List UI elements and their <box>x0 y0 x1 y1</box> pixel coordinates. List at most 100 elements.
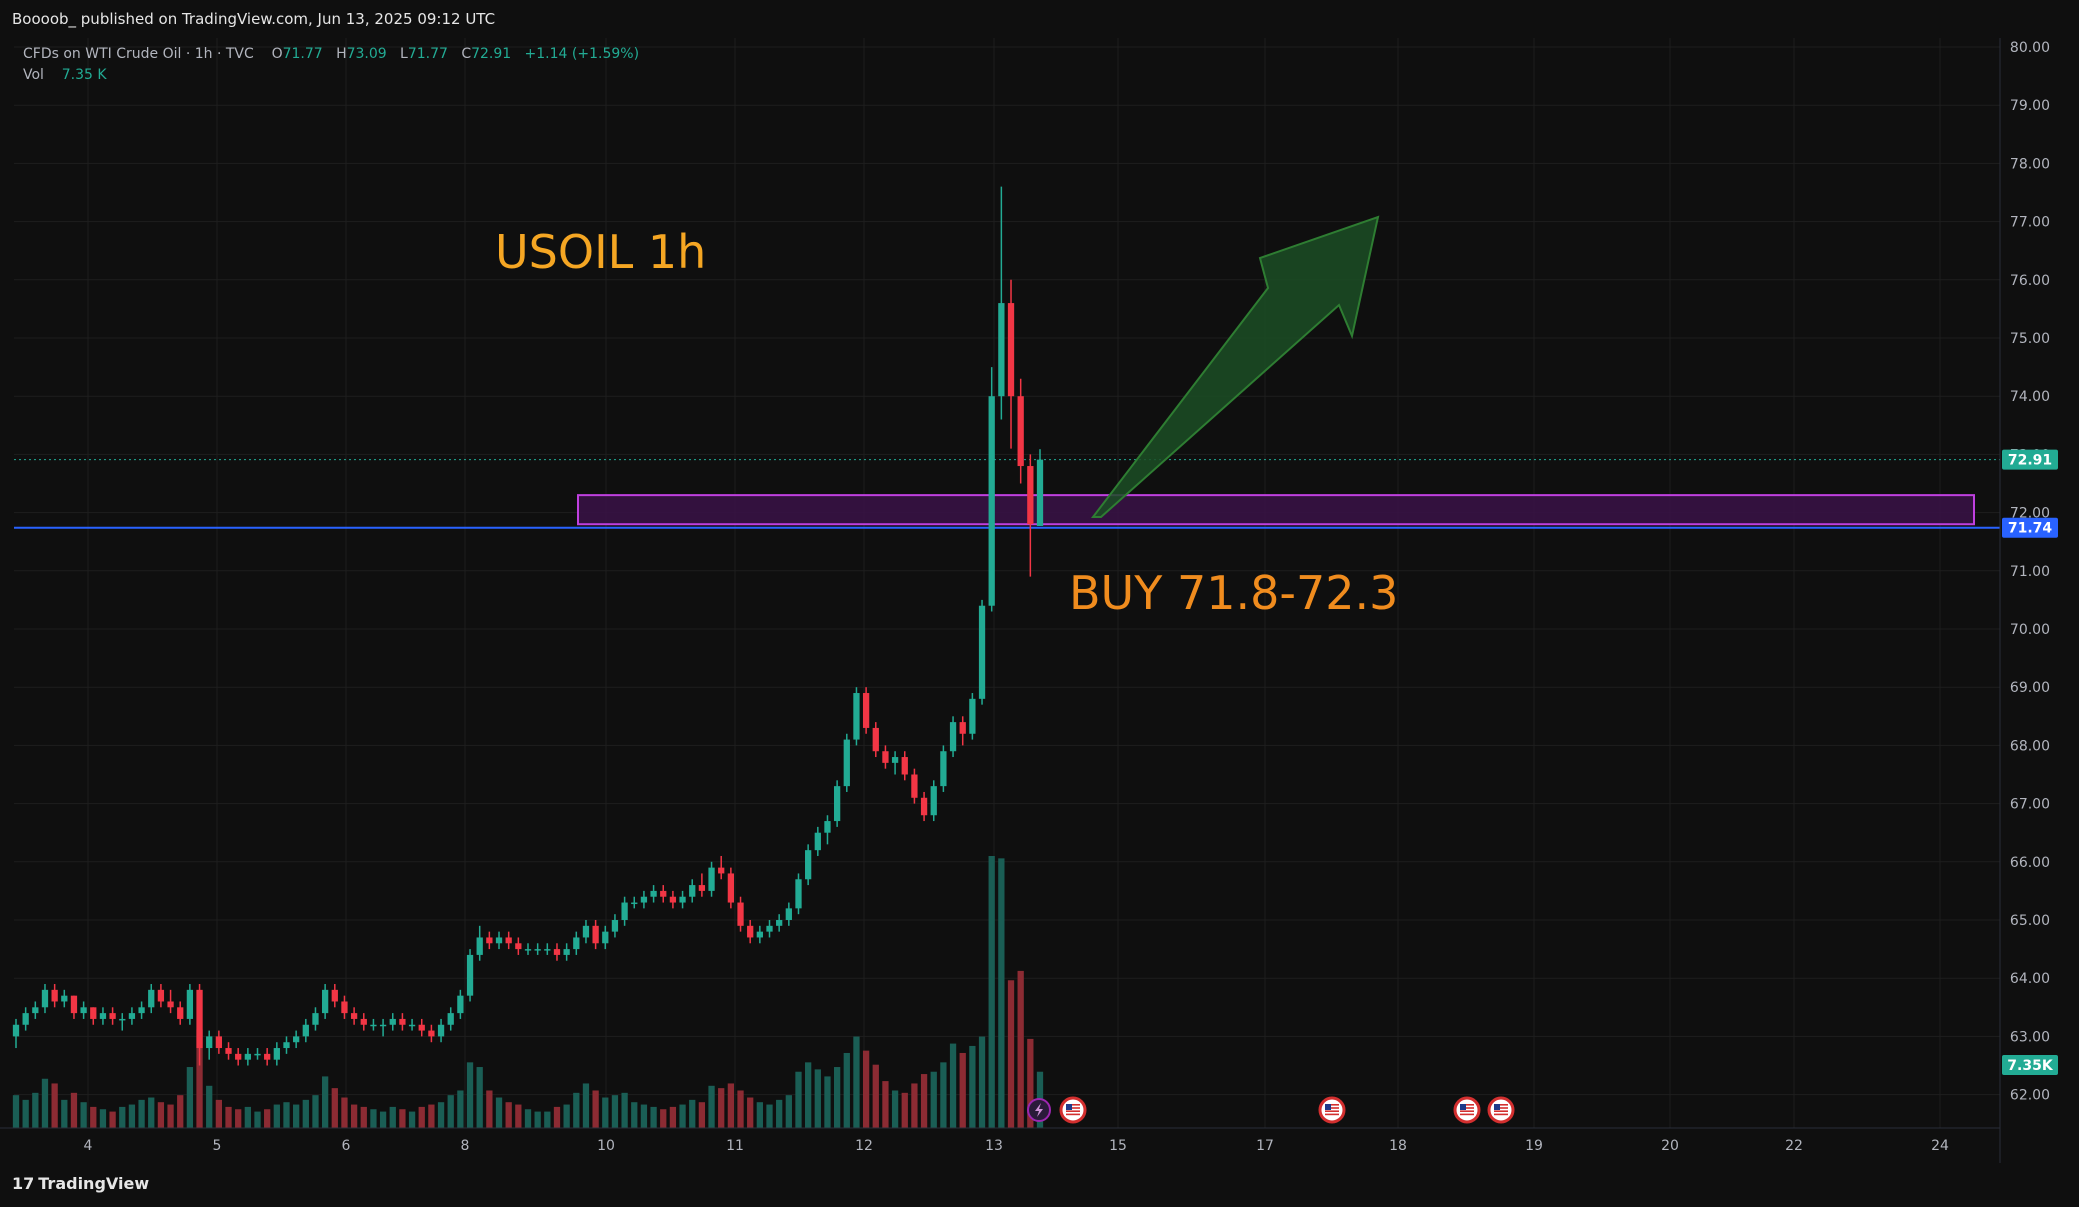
volume-bar <box>582 1083 590 1128</box>
candle-body <box>360 1018 367 1025</box>
price-tick-label: 67.00 <box>2010 797 2050 813</box>
time-tick-label: 15 <box>1109 1138 1127 1154</box>
candle-body <box>1017 396 1024 467</box>
candle-body <box>718 867 725 874</box>
us-flag-icon[interactable] <box>1318 1096 1346 1124</box>
tradingview-logo-icon: 17 <box>12 1174 35 1193</box>
price-tick-label: 69.00 <box>2010 680 2050 696</box>
buy-annotation: BUY 71.8-72.3 <box>1069 566 1398 620</box>
volume-bar <box>805 1062 812 1128</box>
volume-bars <box>12 856 1044 1128</box>
candle-body <box>157 989 165 1002</box>
candle-body <box>370 1024 377 1027</box>
candle-body <box>708 867 715 891</box>
price-tick-label: 78.00 <box>2010 156 2050 172</box>
us-flag-icon[interactable] <box>1487 1096 1515 1124</box>
symbol-label[interactable]: CFDs on WTI Crude Oil · 1h · TVC <box>23 46 254 62</box>
volume-bar <box>843 1052 850 1128</box>
candles <box>12 186 1044 1066</box>
candle-body <box>51 989 58 1002</box>
up-arrow-drawing[interactable] <box>1090 215 1380 518</box>
time-tick-label: 12 <box>855 1138 873 1154</box>
legend: CFDs on WTI Crude Oil · 1h · TVC O71.77 … <box>23 44 639 86</box>
tradingview-logo[interactable]: 17 TradingView <box>12 1174 149 1193</box>
candle-body <box>747 925 754 938</box>
us-flag-icon-stripe <box>1325 1107 1339 1109</box>
high-value: 73.09 <box>346 46 387 62</box>
candle-body <box>408 1024 416 1027</box>
volume-bar <box>418 1106 425 1128</box>
candle-body <box>379 1024 387 1027</box>
candle-body <box>331 989 338 1002</box>
volume-badge: 7.35K <box>2007 1058 2054 1074</box>
candle-body <box>544 949 551 951</box>
volume-bar <box>379 1111 387 1128</box>
volume-bar <box>186 1067 194 1128</box>
candle-body <box>901 757 908 775</box>
volume-bar <box>235 1109 242 1128</box>
candle-body <box>669 896 677 903</box>
volume-bar <box>148 1097 155 1128</box>
candle-body <box>32 1007 39 1014</box>
candle-body <box>12 1024 20 1037</box>
volume-bar <box>920 1074 928 1128</box>
line-price-badge: 71.74 <box>2008 521 2053 537</box>
price-tick-label: 80.00 <box>2010 40 2050 56</box>
volume-bar <box>399 1109 406 1128</box>
us-flag-icon[interactable] <box>1453 1096 1481 1124</box>
candle-body <box>389 1018 396 1025</box>
candle-body <box>505 937 512 944</box>
chart-title: USOIL 1h <box>495 225 706 279</box>
volume-bar <box>853 1036 860 1128</box>
candle-body <box>592 925 599 944</box>
volume-bar <box>833 1067 841 1128</box>
volume-bar <box>515 1104 522 1128</box>
buy-zone[interactable] <box>577 494 1975 526</box>
lightning-icon[interactable] <box>1027 1098 1051 1122</box>
volume-bar <box>611 1095 619 1128</box>
volume-bar <box>998 858 1005 1128</box>
us-flag-icon-stripe <box>1460 1113 1474 1116</box>
volume-bar <box>321 1076 329 1128</box>
candle-body <box>283 1042 290 1049</box>
us-flag-icon[interactable] <box>1059 1096 1087 1124</box>
us-flag-icon-canton <box>1460 1104 1466 1110</box>
volume-bar <box>476 1067 483 1128</box>
last-price-badge-bg <box>2002 449 2058 470</box>
candle-body <box>776 920 783 926</box>
price-tick-label: 77.00 <box>2010 215 2050 231</box>
time-axis[interactable]: 4 5 6 8 10 11 12 13 15 17 18 19 20 22 24 <box>0 1127 2000 1154</box>
volume-bar <box>689 1099 696 1128</box>
us-flag-icon-canton <box>1494 1104 1500 1110</box>
price-tick-label: 66.00 <box>2010 855 2050 871</box>
candle-body <box>244 1053 251 1060</box>
price-chart[interactable]: USOIL 1h BUY 71.8-72.3 80.00 79.00 78.00 77… <box>0 0 2079 1163</box>
price-tick-label: 76.00 <box>2010 273 2050 289</box>
volume-bar <box>119 1106 126 1128</box>
volume-label[interactable]: Vol <box>23 67 44 83</box>
candle-body <box>602 931 609 944</box>
price-axis[interactable]: 80.0079.0078.0077.0076.0075.0074.0073.00… <box>1999 38 2050 1163</box>
lightning-icon-bolt <box>1035 1103 1043 1117</box>
candle-body <box>1007 303 1015 397</box>
volume-bar <box>41 1078 49 1128</box>
us-flag-icon-stripe <box>1325 1104 1339 1106</box>
event-icons[interactable] <box>1027 1096 1515 1124</box>
volume-bar <box>370 1109 377 1128</box>
volume-bar <box>283 1102 290 1128</box>
candle-body <box>447 1013 454 1025</box>
chart-background <box>0 38 2079 1163</box>
legend-row-ohlc: CFDs on WTI Crude Oil · 1h · TVC O71.77 … <box>23 44 639 65</box>
candle-body <box>756 931 763 938</box>
candle-body <box>660 890 667 897</box>
volume-bar <box>254 1111 261 1128</box>
volume-bar <box>70 1092 78 1128</box>
volume-bar <box>650 1106 657 1128</box>
volume-bar <box>814 1069 821 1128</box>
candle-body <box>737 902 744 926</box>
us-flag-icon-stripe <box>1494 1104 1508 1106</box>
volume-bar <box>930 1071 937 1128</box>
candle-body <box>814 832 821 851</box>
candle-body <box>418 1024 425 1031</box>
volume-bar <box>563 1104 570 1128</box>
